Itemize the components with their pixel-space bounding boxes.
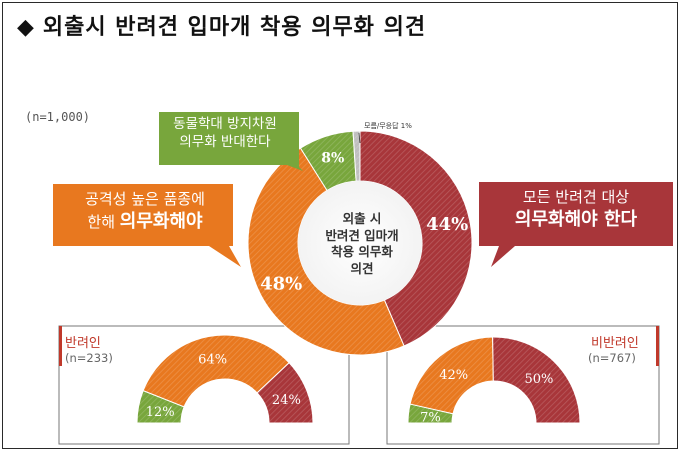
non-owners-slice-0-label: 7% [420,410,441,425]
center-label-line-4: 의견 [350,260,374,276]
panel-non-owners-n: (n=767) [588,351,636,365]
slice-oppose-label: 8% [321,150,344,166]
donut-hole [298,181,422,305]
slice-no-answer-texture [353,131,360,182]
title-text: 외출시 반려견 입마개 착용 의무화 의견 [42,15,427,40]
donut-center-label: 외출 시 반려견 입마개 착용 의무화 의견 [311,211,413,277]
callout-aggressive-line-1: 공격성 높은 품종에 [85,190,205,208]
callout-aggressive-line-2: 한해 [87,212,115,231]
slice-oppose-texture [300,131,357,191]
sample-size-label: (n=1,000) [25,110,91,124]
callout-oppose: 동물학대 방지차원 의무화 반대한다 [153,116,297,151]
non-owners-slice-2-label: 50% [524,372,553,387]
pet-owners-slice-2-label: 24% [272,393,301,408]
slice-all-dogs-texture [360,131,473,346]
callout-oppose-line-1: 동물학대 방지차원 [173,116,277,132]
non-owners-slice-1-label: 42% [439,368,468,383]
callout-all-dogs-line-2: 의무화해야 한다 [514,208,638,230]
pet-owners-slice-1-label: 64% [198,353,227,368]
diamond-icon: ◆ [17,15,35,40]
callout-red-box [479,182,673,267]
non-owners-slice-2-texture [492,337,580,423]
pet-owners-slice-0-texture [137,390,185,423]
page-title: ◆ 외출시 반려견 입마개 착용 의무화 의견 [17,9,426,41]
center-label-line-2: 반려견 입마개 [325,227,399,243]
callout-oppose-line-2: 의무화 반대한다 [179,133,271,150]
no-answer-label: 모름/무응답 1% [364,122,412,130]
center-label-line-3: 착용 의무화 [331,244,393,259]
small-slice-leader [358,132,361,144]
pet-owners-slice-0-label: 12% [146,405,175,420]
pet-owners-slice-2-texture [257,362,313,423]
callout-all-dogs: 모든 반려견 대상 의무화해야 한다 [483,188,669,231]
panel-non-owners-title: 비반려인 [591,336,639,351]
panel-pet-owners-title: 반려인 [65,336,101,351]
non-owners-slice-0-texture [408,404,454,423]
callout-green-box [159,112,303,171]
panel-pet-owners-accent [59,326,62,366]
infographic: ◆ 외출시 반려견 입마개 착용 의무화 의견 (n=1,000) 12% 64% 2… [2,2,678,449]
callout-aggressive-line-3: 의무화해야 [119,210,203,232]
panel-pet-owners-n: (n=233) [65,351,113,365]
slice-all-dogs-label: 44% [426,214,468,235]
semi-donut-pet-owners: 12% 64% 24% [136,334,314,424]
pet-owners-slice-1-texture [143,335,290,407]
slice-aggressive-breeds-texture [247,148,405,356]
panel-non-owners-accent [656,326,659,366]
non-owners-slice-1-texture [410,337,494,414]
center-label-line-1: 외출 시 [342,211,382,226]
callout-orange-box [53,184,241,267]
slice-aggressive-breeds-label: 48% [260,273,302,294]
callout-all-dogs-line-1: 모든 반려견 대상 [522,188,630,206]
callout-aggressive-breeds: 공격성 높은 품종에 한해 의무화해야 [59,190,231,233]
main-donut: 44% 48% 8% [247,130,473,356]
semi-donut-non-owners: 7% 42% 50% [407,336,581,425]
chart-canvas: 12% 64% 24% 7% 42% 50% 44% 48% 8% [53,112,673,445]
